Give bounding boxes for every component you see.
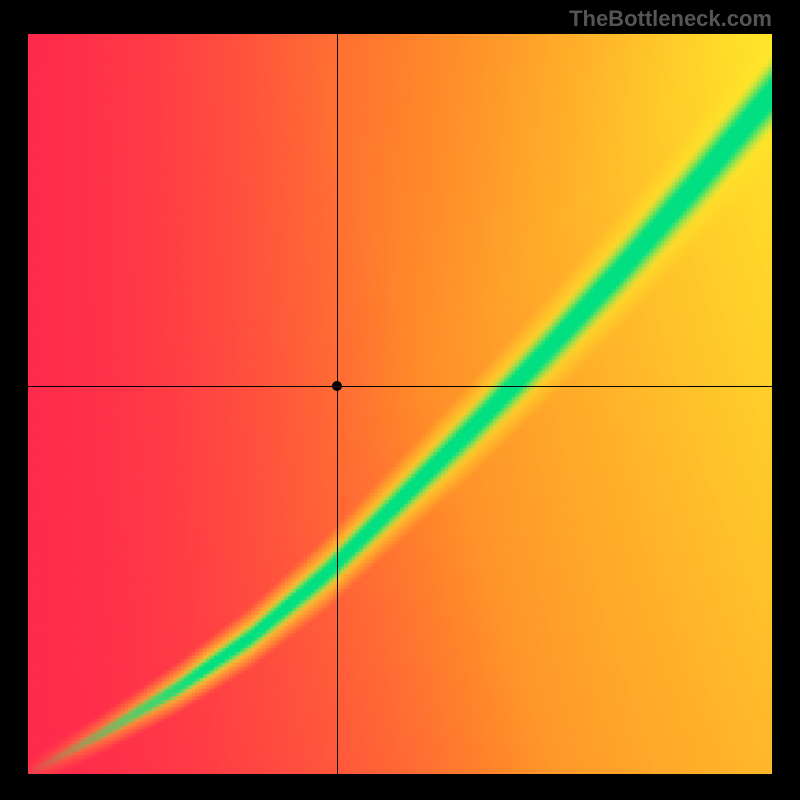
crosshair-horizontal-line xyxy=(28,386,772,387)
watermark-text: TheBottleneck.com xyxy=(569,6,772,32)
crosshair-marker-dot xyxy=(332,381,342,391)
crosshair-vertical-line xyxy=(337,34,338,774)
heatmap-plot-area xyxy=(28,34,772,774)
heatmap-canvas xyxy=(28,34,772,774)
